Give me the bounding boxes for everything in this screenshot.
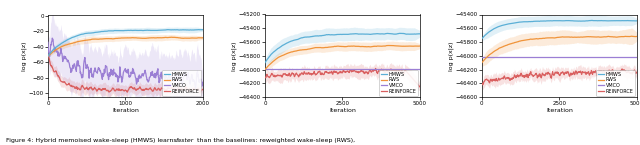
X-axis label: Iteration: Iteration: [329, 108, 356, 113]
X-axis label: Iteration: Iteration: [546, 108, 573, 113]
Y-axis label: log p(x|z): log p(x|z): [232, 41, 237, 71]
Y-axis label: log p(x|z): log p(x|z): [22, 41, 28, 71]
Legend: HMWS, RWS, VMCO, REINFORCE: HMWS, RWS, VMCO, REINFORCE: [380, 70, 419, 96]
Legend: HMWS, RWS, VMCO, REINFORCE: HMWS, RWS, VMCO, REINFORCE: [163, 70, 202, 96]
Text: Figure 4: Hybrid memoised wake-sleep (HMWS) learns: Figure 4: Hybrid memoised wake-sleep (HM…: [6, 138, 179, 143]
X-axis label: Iteration: Iteration: [112, 108, 139, 113]
Text: than the baselines: reweighted wake-sleep (RWS),: than the baselines: reweighted wake-slee…: [195, 138, 355, 143]
Y-axis label: log p(x|z): log p(x|z): [449, 41, 454, 71]
Legend: HMWS, RWS, VMCO, REINFORCE: HMWS, RWS, VMCO, REINFORCE: [596, 70, 636, 96]
Text: faster: faster: [176, 138, 195, 143]
